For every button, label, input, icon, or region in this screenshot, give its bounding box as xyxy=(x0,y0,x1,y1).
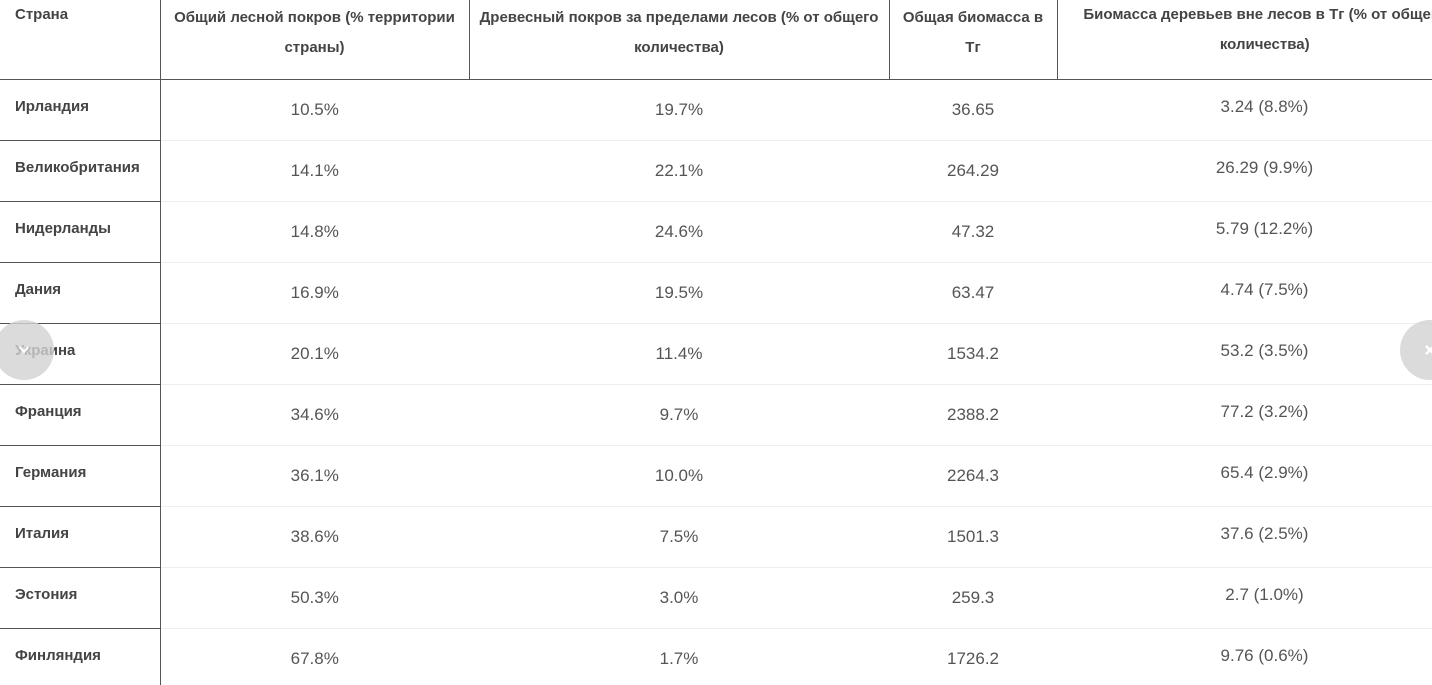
cell-forest-cover: 14.1% xyxy=(160,140,469,202)
cell-forest-cover: 34.6% xyxy=(160,384,469,446)
cell-biomass-outside: 26.29 (9.9%) xyxy=(1057,140,1432,202)
cell-biomass-outside: 77.2 (3.2%) xyxy=(1057,384,1432,446)
cell-biomass-outside: 65.4 (2.9%) xyxy=(1057,445,1432,507)
cell-country: Нидерланды xyxy=(0,201,161,263)
cell-tree-cover-outside: 19.5% xyxy=(469,262,889,324)
carousel-prev-button[interactable] xyxy=(0,320,54,380)
cell-forest-cover: 14.8% xyxy=(160,201,469,263)
table-row: Дания 16.9% 19.5% 63.47 4.74 (7.5%) xyxy=(0,262,1432,324)
cell-biomass-outside: 4.74 (7.5%) xyxy=(1057,262,1432,324)
chevron-left-icon xyxy=(19,346,29,354)
cell-total-biomass: 1726.2 xyxy=(889,628,1057,685)
table-row: Финляндия 67.8% 1.7% 1726.2 9.76 (0.6%) xyxy=(0,628,1432,685)
table-row: Нидерланды 14.8% 24.6% 47.32 5.79 (12.2%) xyxy=(0,201,1432,263)
cell-tree-cover-outside: 19.7% xyxy=(469,79,889,141)
cell-country: Великобритания xyxy=(0,140,161,202)
cell-total-biomass: 63.47 xyxy=(889,262,1057,324)
cell-biomass-outside: 5.79 (12.2%) xyxy=(1057,201,1432,263)
cell-total-biomass: 1501.3 xyxy=(889,506,1057,568)
cell-tree-cover-outside: 24.6% xyxy=(469,201,889,263)
cell-country: Италия xyxy=(0,506,161,568)
cell-country: Франция xyxy=(0,384,161,446)
cell-biomass-outside: 9.76 (0.6%) xyxy=(1057,628,1432,685)
cell-total-biomass: 47.32 xyxy=(889,201,1057,263)
cell-biomass-outside: 37.6 (2.5%) xyxy=(1057,506,1432,568)
cell-biomass-outside: 53.2 (3.5%) xyxy=(1057,323,1432,385)
cell-country: Финляндия xyxy=(0,628,161,685)
header-tree-cover-outside: Древесный покров за пределами лесов (% о… xyxy=(468,0,889,80)
cell-tree-cover-outside: 9.7% xyxy=(469,384,889,446)
cell-total-biomass: 2264.3 xyxy=(889,445,1057,507)
table-row: Италия 38.6% 7.5% 1501.3 37.6 (2.5%) xyxy=(0,506,1432,568)
cell-country: Дания xyxy=(0,262,161,324)
table-row: Германия 36.1% 10.0% 2264.3 65.4 (2.9%) xyxy=(0,445,1432,507)
cell-biomass-outside: 3.24 (8.8%) xyxy=(1057,79,1432,141)
header-country: Страна xyxy=(0,0,160,80)
cell-total-biomass: 264.29 xyxy=(889,140,1057,202)
cell-total-biomass: 259.3 xyxy=(889,567,1057,629)
table-header-row: Страна Общий лесной покров (% территории… xyxy=(0,0,1432,80)
header-forest-cover: Общий лесной покров (% территории страны… xyxy=(159,0,469,80)
table-row: Франция 34.6% 9.7% 2388.2 77.2 (3.2%) xyxy=(0,384,1432,446)
cell-total-biomass: 36.65 xyxy=(889,79,1057,141)
table-row: Великобритания 14.1% 22.1% 264.29 26.29 (9.9… xyxy=(0,140,1432,202)
cell-tree-cover-outside: 22.1% xyxy=(469,140,889,202)
cell-country: Эстония xyxy=(0,567,161,629)
cell-forest-cover: 38.6% xyxy=(160,506,469,568)
cell-forest-cover: 10.5% xyxy=(160,79,469,141)
cell-total-biomass: 1534.2 xyxy=(889,323,1057,385)
cell-country: Германия xyxy=(0,445,161,507)
cell-country: Ирландия xyxy=(0,79,161,141)
cell-tree-cover-outside: 11.4% xyxy=(469,323,889,385)
header-total-biomass: Общая биомасса в Тг xyxy=(888,0,1057,80)
cell-forest-cover: 67.8% xyxy=(160,628,469,685)
cell-total-biomass: 2388.2 xyxy=(889,384,1057,446)
cell-tree-cover-outside: 1.7% xyxy=(469,628,889,685)
cell-forest-cover: 50.3% xyxy=(160,567,469,629)
cell-tree-cover-outside: 10.0% xyxy=(469,445,889,507)
cell-tree-cover-outside: 3.0% xyxy=(469,567,889,629)
cell-tree-cover-outside: 7.5% xyxy=(469,506,889,568)
header-biomass-outside: Биомасса деревьев вне лесов в Тг (% от о… xyxy=(1056,0,1432,80)
chevron-right-icon xyxy=(1425,345,1432,355)
table-row: Украина20.1%11.4%1534.253.2 (3.5%) xyxy=(0,323,1432,385)
table-row: Эстония 50.3% 3.0% 259.3 2.7 (1.0%) xyxy=(0,567,1432,629)
cell-forest-cover: 16.9% xyxy=(160,262,469,324)
table-row: Ирландия 10.5% 19.7% 36.65 3.24 (8.8%) xyxy=(0,79,1432,141)
cell-forest-cover: 36.1% xyxy=(160,445,469,507)
cell-biomass-outside: 2.7 (1.0%) xyxy=(1057,567,1432,629)
cell-forest-cover: 20.1% xyxy=(160,323,469,385)
